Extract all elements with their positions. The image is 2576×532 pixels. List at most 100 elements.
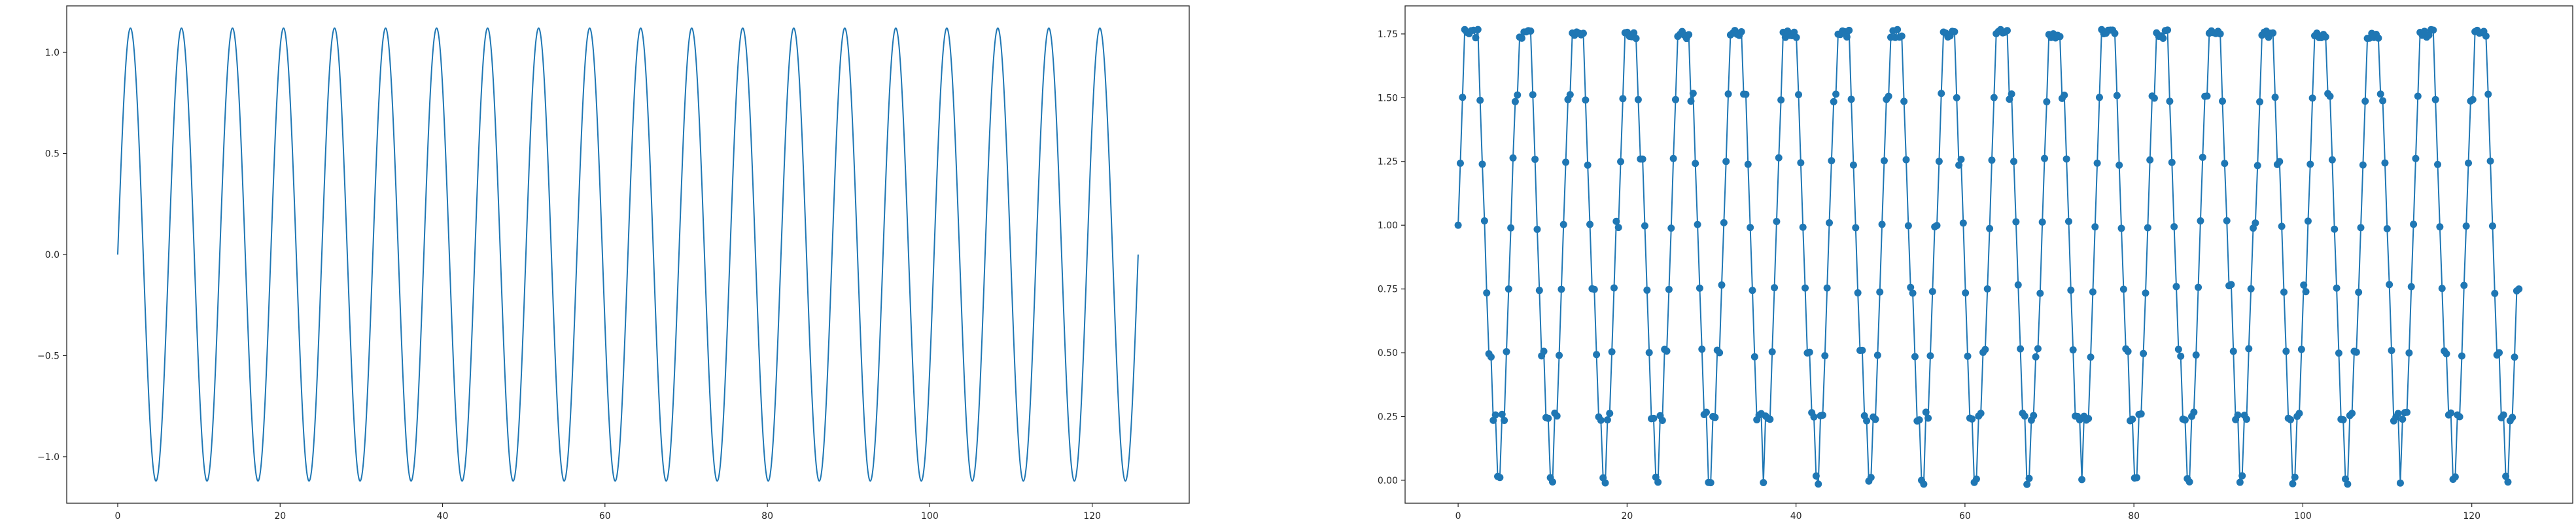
data-point-marker — [1531, 155, 1539, 163]
data-point-marker — [1698, 346, 1706, 353]
data-point-marker — [1505, 285, 1512, 293]
data-point-marker — [2328, 156, 2336, 164]
data-point-marker — [1760, 479, 1767, 487]
data-point-marker — [1885, 92, 1892, 100]
data-point-marker — [1775, 154, 1783, 162]
data-point-marker — [1878, 221, 1886, 228]
data-point-marker — [1694, 221, 1701, 228]
left-y-tick-label: 0.5 — [45, 149, 60, 160]
data-point-marker — [1823, 284, 1831, 292]
right-x-tick-label: 0 — [1455, 511, 1461, 522]
data-point-marker — [2014, 281, 2022, 289]
data-point-marker — [1924, 414, 1932, 422]
data-point-marker — [2216, 30, 2224, 38]
data-point-marker — [1843, 33, 1851, 41]
data-point-marker — [2038, 218, 2046, 226]
data-point-marker — [2344, 480, 2352, 488]
data-point-marker — [2245, 345, 2253, 353]
data-point-marker — [2269, 29, 2277, 37]
left-x-tick-label: 20 — [274, 511, 286, 522]
data-point-marker — [1548, 478, 1556, 486]
data-point-marker — [2376, 90, 2384, 98]
data-point-marker — [1687, 98, 1695, 105]
data-point-marker — [2021, 412, 2028, 420]
data-point-marker — [2352, 348, 2360, 356]
data-point-marker — [1911, 353, 1919, 361]
data-point-marker — [2203, 92, 2211, 100]
data-point-marker — [1654, 478, 1662, 486]
data-point-marker — [1641, 222, 1648, 230]
data-point-marker — [1650, 414, 1658, 422]
data-point-marker — [2115, 161, 2123, 169]
left-chart-series — [116, 27, 1139, 482]
data-point-marker — [1496, 474, 1504, 482]
data-point-marker — [1773, 217, 1781, 225]
data-point-marker — [1880, 157, 1888, 165]
data-point-marker — [2348, 410, 2356, 417]
data-point-marker — [1922, 408, 1930, 416]
data-point-marker — [1509, 154, 1517, 162]
right-y-tick-label: 1.00 — [1378, 221, 1398, 231]
data-point-marker — [2412, 154, 2420, 162]
data-point-marker — [1737, 28, 1745, 36]
data-point-marker — [1983, 285, 1991, 293]
data-point-marker — [2484, 90, 2492, 98]
data-point-marker — [2335, 349, 2342, 357]
data-point-marker — [2089, 288, 2097, 296]
data-point-marker — [1716, 349, 1724, 357]
data-point-marker — [2300, 281, 2308, 289]
data-point-marker — [1867, 474, 1875, 482]
data-point-marker — [1951, 27, 1958, 35]
data-point-marker — [1768, 348, 1776, 356]
right-y-tick-label: 0.00 — [1378, 476, 1398, 486]
data-point-marker — [1707, 479, 1714, 487]
data-point-marker — [2515, 285, 2523, 293]
data-point-marker — [1981, 346, 1989, 353]
data-point-marker — [2381, 159, 2389, 167]
data-point-marker — [2063, 155, 2070, 163]
data-point-marker — [1634, 96, 1642, 103]
data-point-marker — [2355, 289, 2363, 296]
right-x-tick-label: 60 — [1959, 511, 1971, 522]
data-point-marker — [2291, 473, 2299, 481]
right-chart-ticks: 0 20 40 60 80 100 120 0.00 0.25 0.50 0.75 1.00 1.25 1… — [1378, 29, 2480, 522]
data-point-marker — [2227, 281, 2235, 289]
data-point-marker — [1630, 29, 1638, 37]
data-point-marker — [1819, 411, 1826, 419]
left-x-tick-label: 60 — [599, 511, 611, 522]
data-point-marker — [1826, 219, 1833, 227]
data-point-marker — [1938, 90, 1945, 98]
left-x-tick-label: 100 — [921, 511, 939, 522]
data-point-marker — [2443, 350, 2450, 358]
data-point-marker — [2425, 31, 2433, 39]
data-point-marker — [2192, 351, 2200, 359]
data-point-marker — [1696, 284, 1703, 292]
data-point-marker — [1744, 160, 1752, 168]
data-point-marker — [2375, 34, 2382, 42]
data-point-marker — [1501, 416, 1508, 424]
data-point-marker — [2218, 98, 2226, 105]
data-point-marker — [1747, 224, 1754, 232]
data-point-marker — [1801, 284, 1809, 292]
data-point-marker — [2119, 285, 2127, 293]
right-x-tick-label: 40 — [1790, 511, 1802, 522]
data-point-marker — [2252, 219, 2259, 227]
data-point-marker — [2223, 217, 2231, 224]
data-point-marker — [2271, 94, 2279, 101]
data-point-marker — [2322, 33, 2329, 41]
data-point-marker — [1518, 34, 1525, 42]
data-point-marker — [1665, 285, 1673, 293]
data-point-marker — [1601, 479, 1609, 487]
data-point-marker — [2140, 349, 2148, 357]
data-point-marker — [1474, 26, 1482, 33]
data-point-marker — [2242, 416, 2250, 423]
data-point-marker — [2431, 96, 2439, 103]
data-point-marker — [2085, 415, 2093, 423]
data-point-marker — [2456, 413, 2463, 421]
data-point-marker — [2504, 478, 2512, 486]
data-point-marker — [2133, 474, 2141, 482]
right-y-tick-label: 0.75 — [1378, 285, 1398, 295]
left-y-tick-label: 0.0 — [45, 250, 60, 260]
data-point-marker — [2361, 98, 2369, 105]
